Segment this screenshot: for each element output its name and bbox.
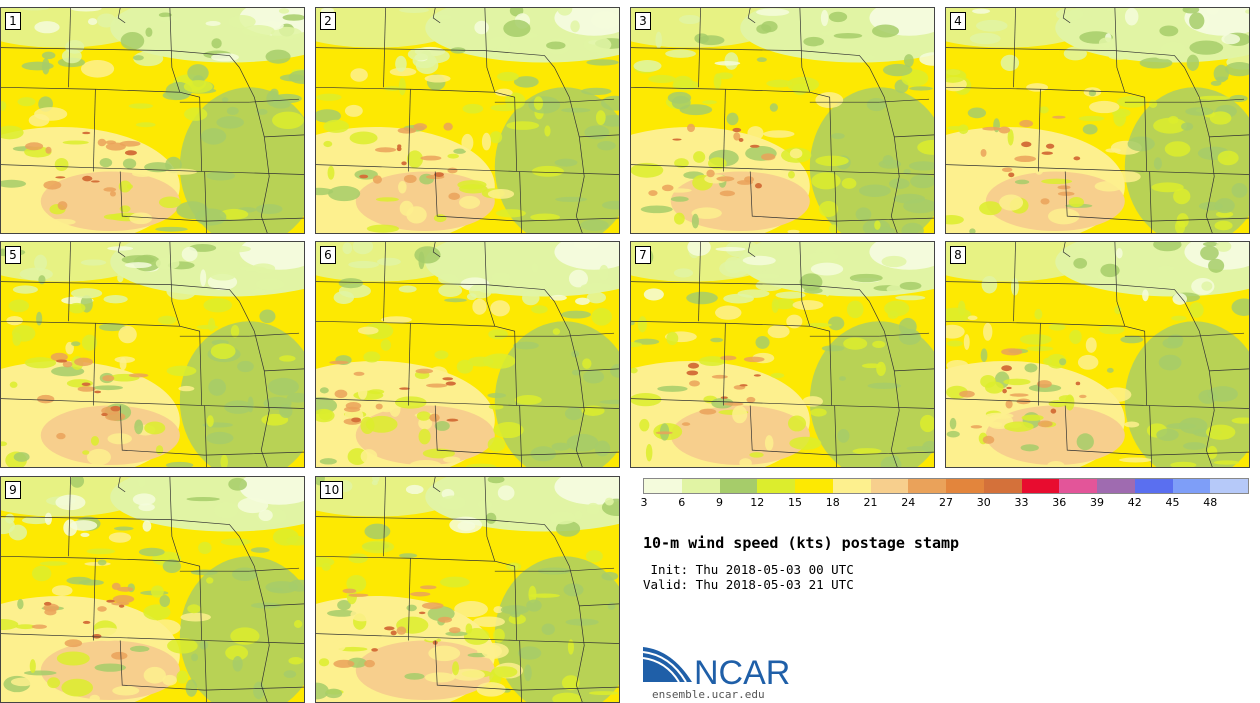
legend-tick-label: 18 bbox=[825, 496, 840, 509]
legend-tick-label: 48 bbox=[1203, 496, 1218, 509]
ensemble-member-panel: 9 bbox=[0, 476, 305, 703]
member-number-label: 4 bbox=[950, 12, 966, 30]
legend-swatch bbox=[719, 479, 758, 493]
member-number-label: 1 bbox=[5, 12, 21, 30]
legend-tick-label: 45 bbox=[1165, 496, 1180, 509]
ensemble-member-panel: 2 bbox=[315, 7, 620, 234]
ensemble-member-panel: 7 bbox=[630, 241, 935, 468]
wind-speed-map bbox=[1, 8, 304, 233]
legend-tick-label: 3 bbox=[640, 496, 648, 509]
legend-swatch bbox=[983, 479, 1022, 493]
wind-speed-map bbox=[1, 477, 304, 702]
legend-swatch bbox=[832, 479, 871, 493]
ensemble-member-panel: 4 bbox=[945, 7, 1250, 234]
legend-swatch bbox=[1134, 479, 1173, 493]
member-number-label: 2 bbox=[320, 12, 336, 30]
legend-swatch bbox=[757, 479, 795, 493]
member-number-label: 5 bbox=[5, 246, 21, 264]
wind-speed-map bbox=[316, 8, 619, 233]
ensemble-member-panel: 6 bbox=[315, 241, 620, 468]
wind-speed-map bbox=[631, 8, 934, 233]
member-number-label: 10 bbox=[320, 481, 344, 499]
member-number-label: 6 bbox=[320, 246, 336, 264]
legend-swatch bbox=[1059, 479, 1097, 493]
logo-url: ensemble.ucar.edu bbox=[652, 688, 765, 701]
legend-swatch bbox=[1210, 479, 1248, 493]
legend-swatch bbox=[1097, 479, 1135, 493]
logo-wordmark: NCAR bbox=[694, 654, 790, 688]
init-time: Init: Thu 2018-05-03 00 UTC bbox=[643, 562, 854, 577]
valid-time: Valid: Thu 2018-05-03 21 UTC bbox=[643, 577, 854, 592]
legend-swatch bbox=[908, 479, 946, 493]
legend-tick-label: 21 bbox=[863, 496, 878, 509]
legend-tick-label: 42 bbox=[1127, 496, 1142, 509]
legend-tick-label: 39 bbox=[1090, 496, 1104, 509]
legend-tick-label: 15 bbox=[788, 496, 802, 509]
legend-swatch bbox=[1021, 479, 1060, 493]
legend-tick-label: 24 bbox=[901, 496, 916, 509]
ensemble-member-panel: 8 bbox=[945, 241, 1250, 468]
member-number-label: 7 bbox=[635, 246, 651, 264]
wind-speed-map bbox=[316, 477, 619, 702]
legend-swatch bbox=[946, 479, 984, 493]
member-number-label: 8 bbox=[950, 246, 966, 264]
ensemble-member-panel: 3 bbox=[630, 7, 935, 234]
wind-speed-map bbox=[946, 242, 1249, 467]
wind-speed-map bbox=[316, 242, 619, 467]
ensemble-member-panel: 5 bbox=[0, 241, 305, 468]
legend-tick-labels: 3 6 9 12 15 18 21 24 27 30 33 36 39 42 45 48 bbox=[640, 494, 1249, 510]
legend-tick-label: 33 bbox=[1014, 496, 1029, 509]
legend-tick-label: 36 bbox=[1052, 496, 1067, 509]
color-legend: 3 6 9 12 15 18 21 24 27 30 33 36 39 42 45 48 bbox=[640, 478, 1249, 510]
legend-tick-label: 12 bbox=[750, 496, 765, 509]
legend-colorbar bbox=[643, 478, 1249, 494]
legend-swatch bbox=[644, 479, 682, 493]
plot-title: 10-m wind speed (kts) postage stamp bbox=[643, 534, 960, 552]
legend-tick-label: 6 bbox=[678, 496, 686, 509]
ensemble-member-panel: 1 bbox=[0, 7, 305, 234]
legend-tick-label: 30 bbox=[976, 496, 991, 509]
wind-speed-map bbox=[946, 8, 1249, 233]
legend-swatch bbox=[870, 479, 909, 493]
legend-swatch bbox=[1172, 479, 1211, 493]
legend-tick-label: 27 bbox=[939, 496, 953, 509]
ncar-logo: NCAR bbox=[642, 646, 792, 692]
wind-speed-map bbox=[631, 242, 934, 467]
member-number-label: 9 bbox=[5, 481, 21, 499]
member-number-label: 3 bbox=[635, 12, 651, 30]
legend-swatch bbox=[681, 479, 720, 493]
ensemble-member-panel: 10 bbox=[315, 476, 620, 703]
wind-speed-map bbox=[1, 242, 304, 467]
legend-tick-label: 9 bbox=[716, 496, 723, 509]
legend-swatch bbox=[795, 479, 833, 493]
